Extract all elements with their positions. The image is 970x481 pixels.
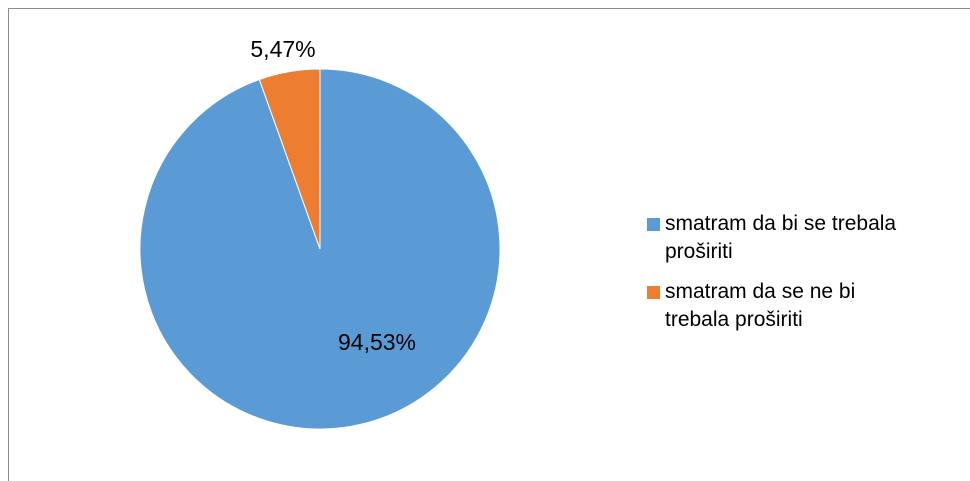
legend-swatch-2	[647, 286, 660, 299]
legend-swatch-1	[647, 218, 660, 231]
legend-label-2-line2: trebala proširiti	[665, 308, 803, 331]
chart-area	[8, 8, 970, 481]
legend-label-2-line1: smatram da se ne bi	[665, 280, 856, 303]
data-label-2: 5,47%	[250, 36, 315, 62]
legend-label-1-line1: smatram da bi se trebala	[665, 212, 897, 235]
data-label-1: 94,53%	[338, 329, 416, 355]
pie-slice-2	[258, 68, 321, 250]
legend: smatram da bi se trebala proširiti smatr…	[647, 210, 967, 346]
legend-item-1: smatram da bi se trebala proširiti	[647, 210, 967, 266]
legend-label-1-line2: proširiti	[665, 240, 733, 263]
legend-item-2: smatram da se ne bi trebala proširiti	[647, 278, 967, 334]
